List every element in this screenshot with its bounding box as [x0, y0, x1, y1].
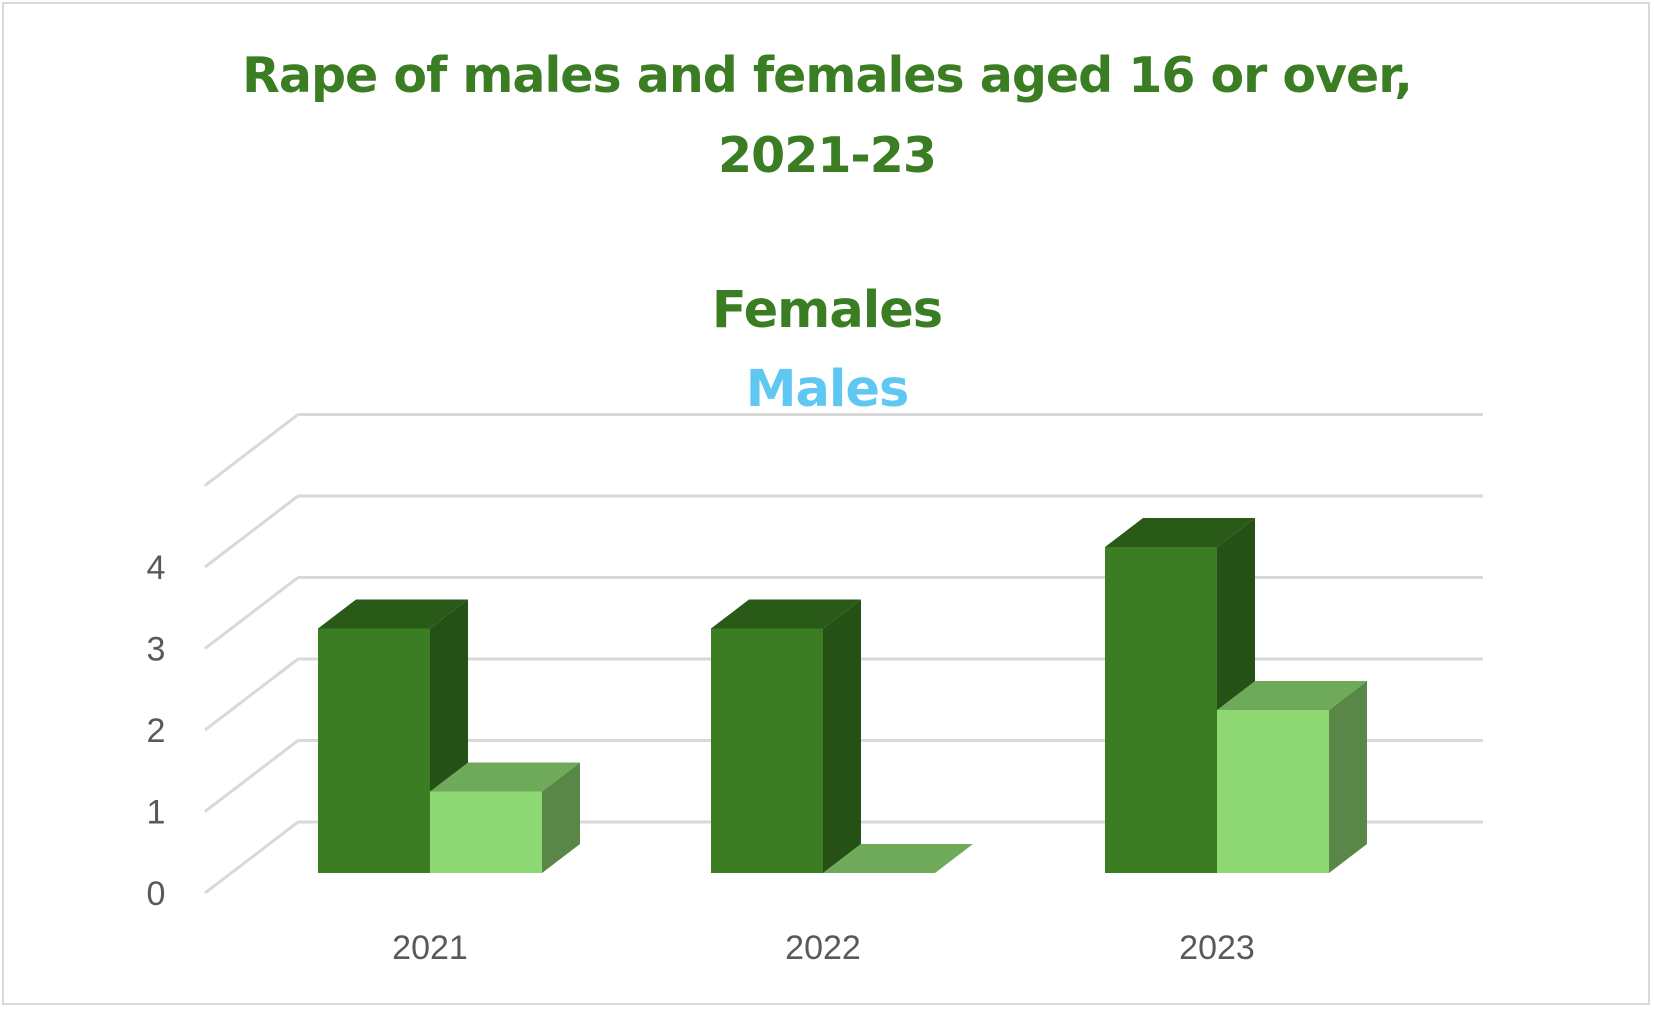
- bar-side-females-2022: [823, 599, 861, 873]
- bar-side-males-2021: [542, 762, 580, 873]
- gridline-side: [204, 739, 299, 813]
- y-tick-label: 3: [147, 631, 166, 669]
- bar-top-males-2021: [430, 762, 580, 792]
- gridline-side: [204, 494, 299, 569]
- gridline-side: [204, 820, 299, 895]
- bar-top-males-2023: [1217, 681, 1367, 710]
- bar-front-males-2021: [430, 791, 542, 873]
- chart-title-line-2: 2021-23: [718, 127, 937, 184]
- bar-top-females-2021: [318, 599, 468, 629]
- bar-top-females-2023: [1105, 518, 1255, 547]
- bar-top-females-2022: [711, 599, 861, 629]
- gridline-side: [204, 657, 299, 732]
- y-tick-label: 1: [147, 794, 166, 832]
- legend-entry-females: Females: [711, 281, 943, 340]
- y-tick-label: 2: [147, 712, 166, 750]
- bar-side-males-2023: [1329, 681, 1367, 873]
- y-tick-label: 0: [147, 875, 166, 913]
- x-tick-label: 2023: [1179, 929, 1255, 967]
- bar-front-females-2023: [1105, 547, 1217, 873]
- bar-front-males-2023: [1217, 710, 1329, 873]
- x-tick-label: 2022: [785, 929, 861, 967]
- gridline-side: [204, 576, 299, 650]
- legend-entry-males: Males: [745, 360, 910, 419]
- gridline-side: [204, 413, 299, 487]
- chart-title-line-1: Rape of males and females aged 16 or ove…: [242, 47, 1413, 104]
- x-tick-label: 2021: [392, 929, 468, 967]
- bar-front-females-2021: [318, 628, 430, 873]
- bar-top-males-2022: [823, 844, 973, 873]
- y-tick-label: 4: [147, 549, 166, 587]
- bar-front-females-2022: [711, 628, 823, 873]
